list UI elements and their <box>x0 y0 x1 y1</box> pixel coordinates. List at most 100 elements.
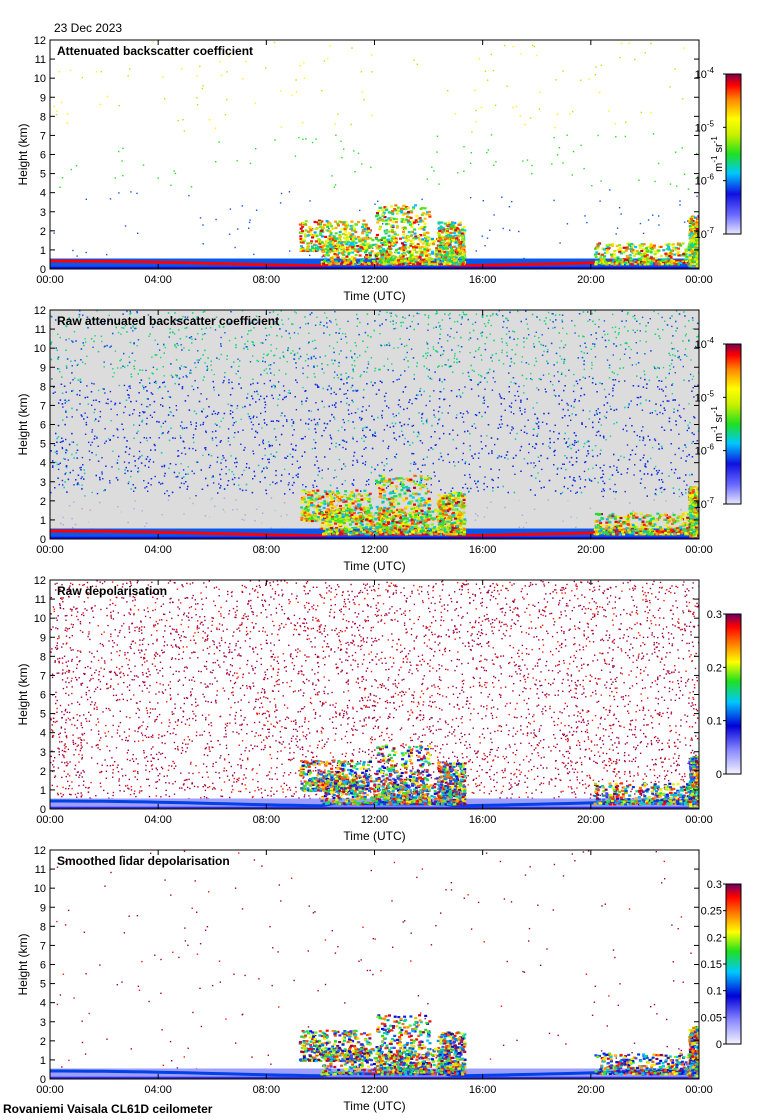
y-tick-label: 0 <box>40 1074 46 1086</box>
y-tick-label: 8 <box>40 921 46 933</box>
y-tick-label: 4 <box>40 188 46 200</box>
y-tick-label: 3 <box>40 207 46 219</box>
x-tick-label: 16:00 <box>469 1084 497 1096</box>
colorbar-tick-label: 10-6 <box>695 443 715 458</box>
y-tick-label: 8 <box>40 381 46 393</box>
y-tick-label: 5 <box>40 439 46 451</box>
y-tick-label: 7 <box>40 940 46 952</box>
colorbar-tick-label: 10-4 <box>695 336 715 351</box>
y-tick-label: 11 <box>35 324 46 336</box>
y-tick-label: 4 <box>40 728 46 740</box>
heatmap-field <box>50 850 699 1079</box>
y-tick-label: 1 <box>40 1055 46 1067</box>
x-tick-label: 00:00 <box>685 814 713 826</box>
y-axis-label: Height (km) <box>16 663 30 725</box>
colorbar-tick-label: 0.2 <box>707 662 722 674</box>
x-tick-label: 04:00 <box>144 274 172 286</box>
colorbar-unit-label: m-1 sr-1 <box>710 136 725 172</box>
colorbar-tick-label: 0.05 <box>701 1012 722 1024</box>
x-tick-label: 04:00 <box>144 1084 172 1096</box>
x-tick-label: 20:00 <box>577 814 605 826</box>
y-tick-label: 10 <box>34 613 46 625</box>
x-axis-label: Time (UTC) <box>343 1099 405 1113</box>
y-tick-label: 7 <box>40 670 46 682</box>
y-tick-label: 11 <box>35 864 46 876</box>
y-tick-label: 2 <box>40 1036 46 1048</box>
y-tick-label: 8 <box>40 111 46 123</box>
colorbar <box>725 883 742 1045</box>
colorbar-tick-label: 0.1 <box>707 716 722 728</box>
colorbar-tick-label: 10-5 <box>695 119 715 134</box>
colorbar-tick-label: 10-4 <box>695 66 715 81</box>
x-tick-label: 12:00 <box>361 814 389 826</box>
colorbar-tick-exponent: -7 <box>707 496 715 505</box>
colorbar-tick-label: 10-7 <box>695 226 715 241</box>
x-tick-label: 20:00 <box>577 1084 605 1096</box>
y-axis-label: Height (km) <box>16 393 30 455</box>
colorbar-tick-exponent: -4 <box>707 336 715 345</box>
y-tick-label: 0 <box>40 264 46 276</box>
x-tick-label: 04:00 <box>144 814 172 826</box>
colorbar <box>725 613 742 775</box>
colorbar-tick-exponent: -5 <box>707 389 715 398</box>
y-tick-label: 4 <box>40 458 46 470</box>
y-tick-label: 0 <box>40 804 46 816</box>
y-tick-label: 11 <box>35 594 46 606</box>
colorbar-tick-label: 0.1 <box>707 986 722 998</box>
colorbar-tick-label: 0.2 <box>707 932 722 944</box>
colorbar <box>725 343 742 505</box>
colorbar-unit-label: m-1 sr-1 <box>710 406 725 442</box>
y-tick-label: 7 <box>40 400 46 412</box>
x-tick-label: 12:00 <box>361 274 389 286</box>
y-tick-label: 2 <box>40 226 46 238</box>
y-tick-label: 9 <box>40 902 46 914</box>
y-tick-label: 4 <box>40 998 46 1010</box>
colorbar-tick-label: 0 <box>716 769 722 781</box>
y-tick-label: 10 <box>34 73 46 85</box>
x-tick-label: 12:00 <box>361 1084 389 1096</box>
y-tick-label: 5 <box>40 709 46 721</box>
colorbar-tick-label: 0.3 <box>707 879 722 891</box>
y-tick-label: 10 <box>34 883 46 895</box>
y-tick-label: 12 <box>34 35 46 47</box>
x-tick-label: 12:00 <box>361 544 389 556</box>
x-tick-label: 00:00 <box>685 544 713 556</box>
y-tick-label: 9 <box>40 632 46 644</box>
y-tick-label: 8 <box>40 651 46 663</box>
y-axis-label: Height (km) <box>16 933 30 995</box>
y-tick-label: 7 <box>40 130 46 142</box>
x-tick-label: 04:00 <box>144 544 172 556</box>
y-axis-label: Height (km) <box>16 123 30 185</box>
y-tick-label: 12 <box>34 845 46 857</box>
x-tick-label: 08:00 <box>253 1084 281 1096</box>
plot-area <box>50 40 699 269</box>
plot-area <box>50 850 699 1079</box>
colorbar-tick-label: 0 <box>716 1039 722 1051</box>
date-label: 23 Dec 2023 <box>54 21 122 35</box>
x-axis-label: Time (UTC) <box>343 829 405 843</box>
x-tick-label: 20:00 <box>577 274 605 286</box>
x-tick-label: 00:00 <box>36 1084 64 1096</box>
y-tick-label: 3 <box>40 1017 46 1029</box>
x-tick-label: 20:00 <box>577 544 605 556</box>
colorbar-tick-label: 0.15 <box>701 959 722 971</box>
x-axis-label: Time (UTC) <box>343 559 405 573</box>
panel-title: Attenuated backscatter coefficient <box>57 44 253 58</box>
x-tick-label: 08:00 <box>253 274 281 286</box>
y-tick-label: 10 <box>34 343 46 355</box>
y-tick-label: 9 <box>40 92 46 104</box>
y-tick-label: 12 <box>34 305 46 317</box>
panel-title: Raw attenuated backscatter coefficient <box>57 314 279 328</box>
colorbar-tick-exponent: -4 <box>707 66 715 75</box>
y-tick-label: 2 <box>40 766 46 778</box>
x-tick-label: 08:00 <box>253 544 281 556</box>
y-tick-label: 1 <box>40 515 46 527</box>
colorbar <box>725 73 742 235</box>
y-tick-label: 1 <box>40 245 46 257</box>
x-axis-label: Time (UTC) <box>343 289 405 303</box>
colorbar-tick-exponent: -5 <box>707 119 715 128</box>
y-tick-label: 6 <box>40 690 46 702</box>
y-tick-label: 2 <box>40 496 46 508</box>
